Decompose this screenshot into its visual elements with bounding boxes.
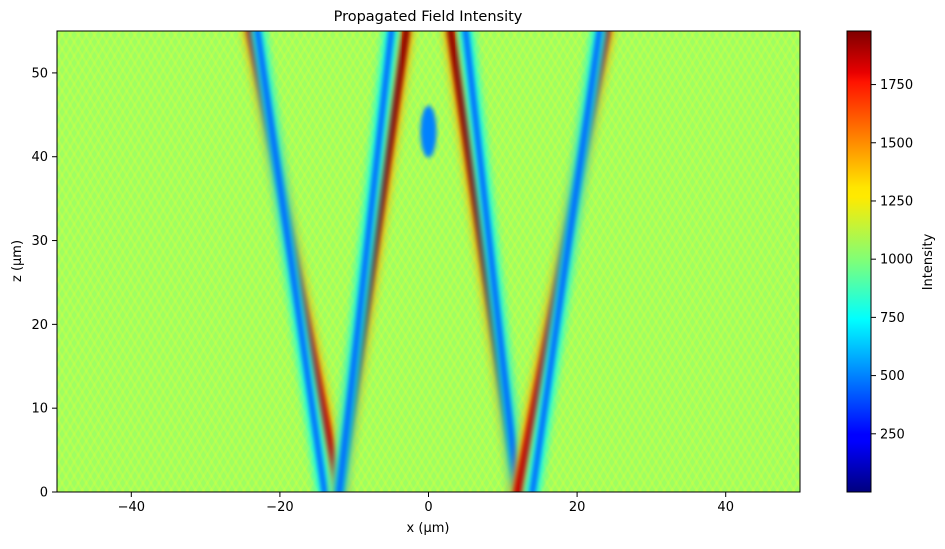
colorbar: 250 500 750 1000 1250 1500 1750 Intensity — [846, 30, 936, 493]
colorbar-tick-label: 750 — [880, 311, 905, 326]
y-tick-label: 10 — [31, 402, 48, 417]
axial-dark-spot — [420, 105, 437, 158]
colorbar-ticks: 250 500 750 1000 1250 1500 1750 — [871, 78, 913, 442]
inner-left-dark-lobe — [336, 31, 395, 492]
colorbar-label: Intensity — [921, 233, 936, 290]
y-tick-label: 40 — [31, 150, 48, 165]
outer-right-dark-lobe — [529, 31, 603, 492]
colorbar-tick-label: 1250 — [880, 194, 913, 209]
ripple-texture-b — [57, 31, 800, 492]
x-axis: −40 −20 0 20 40 — [118, 492, 734, 515]
y-tick-label: 50 — [31, 66, 48, 81]
x-axis-label: x (µm) — [407, 521, 450, 536]
colorbar-tick-label: 250 — [880, 427, 905, 442]
y-tick-label: 20 — [31, 318, 48, 333]
inner-right-dark-lobe — [462, 31, 521, 492]
colorbar-tick-label: 1500 — [880, 136, 913, 151]
heatmap-plot-area — [57, 31, 800, 492]
outer-left-dark-lobe — [254, 31, 328, 492]
x-tick-label: 40 — [717, 500, 734, 515]
colorbar-tick-label: 1750 — [880, 78, 913, 93]
y-axis-label: z (µm) — [10, 240, 25, 282]
y-axis: 0 10 20 30 40 50 — [31, 66, 57, 501]
x-tick-label: −40 — [118, 500, 145, 515]
colorbar-tick-label: 500 — [880, 369, 905, 384]
chart-title: Propagated Field Intensity — [334, 9, 523, 25]
y-tick-label: 0 — [40, 486, 48, 501]
intensity-lobes — [242, 31, 615, 492]
interference-ripples — [57, 31, 800, 492]
x-tick-label: 20 — [569, 500, 586, 515]
x-tick-label: 0 — [424, 500, 432, 515]
y-tick-label: 30 — [31, 234, 48, 249]
x-tick-label: −20 — [266, 500, 293, 515]
colorbar-gradient — [846, 30, 872, 493]
colorbar-tick-label: 1000 — [880, 253, 913, 268]
